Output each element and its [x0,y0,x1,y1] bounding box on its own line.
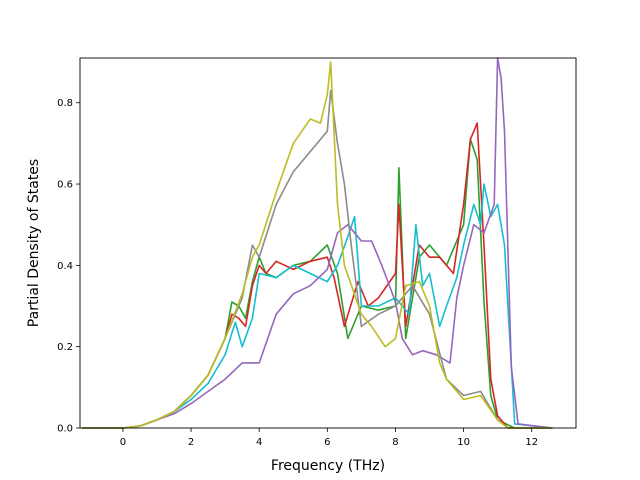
x-tick-label: 2 [188,437,194,448]
series-line-6 [82,61,553,429]
x-ticks: 0 2 4 6 8 10 12 [120,428,538,448]
y-tick-label: 0.2 [57,342,73,353]
x-tick-label: 10 [457,437,470,448]
series-line-4 [82,57,553,429]
y-axis-label: Partial Density of States [26,159,42,327]
y-tick-label: 0.4 [57,261,73,272]
x-tick-label: 8 [392,437,398,448]
y-tick-label: 0.0 [57,424,73,435]
plot-frame [79,57,577,429]
series-layer [82,57,553,429]
x-tick-label: 6 [324,437,330,448]
y-tick-label: 0.6 [57,180,73,191]
series-line-3 [82,183,553,429]
y-ticks: 0.0 0.2 0.4 0.6 0.8 [57,98,80,435]
x-axis-label: Frequency (THz) [271,458,385,474]
x-tick-label: 4 [256,437,262,448]
x-tick-label: 0 [120,437,126,448]
y-tick-label: 0.8 [57,98,73,109]
x-tick-label: 12 [525,437,538,448]
